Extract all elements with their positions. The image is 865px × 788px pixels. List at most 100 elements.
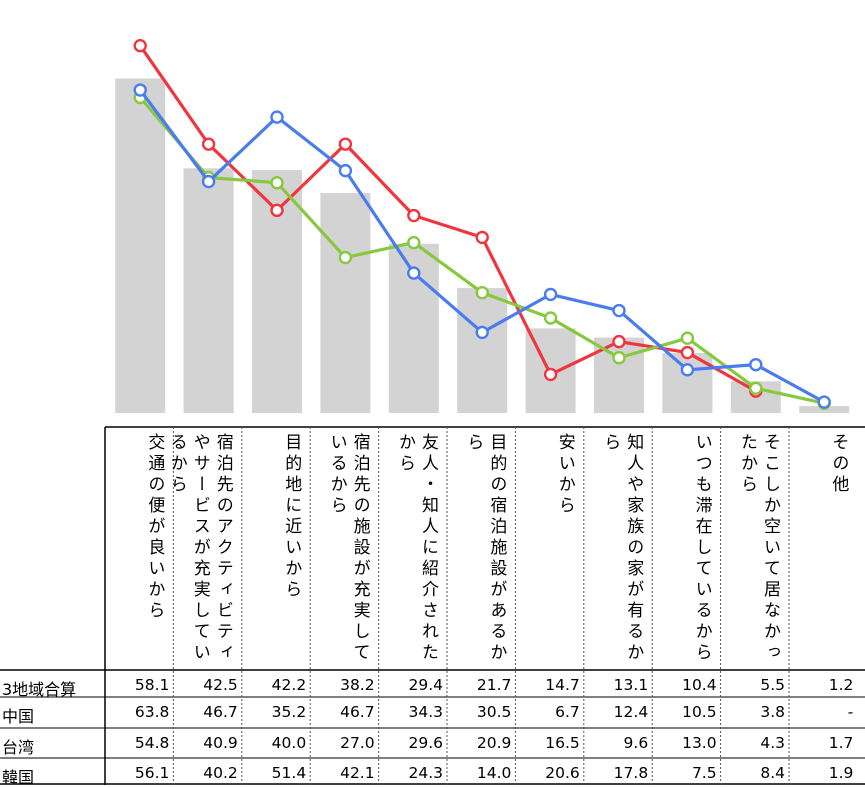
table-cell: 46.7 — [203, 703, 238, 721]
category-label: その他 — [828, 433, 849, 496]
series-1-point-2 — [201, 137, 216, 151]
table-cell: 20.9 — [476, 734, 512, 752]
series-1-point-3 — [270, 203, 284, 218]
bar-4 — [320, 193, 371, 413]
category-label: 交通の便が良いから — [144, 433, 165, 622]
category-cell: 宿泊先のアクティビティやサービスが充実しているから — [167, 427, 241, 670]
table-row-label: 中国 — [2, 707, 35, 726]
series-1-point-8 — [612, 334, 626, 349]
table-cell: 40.0 — [271, 734, 307, 752]
category-label: 目的地に近いから — [281, 433, 302, 601]
series-3-point-11 — [817, 395, 831, 409]
series-1-point-4 — [338, 137, 353, 151]
table-cell: 5.5 — [760, 676, 785, 694]
series-2-point-8 — [612, 351, 626, 365]
table-cell: 56.1 — [134, 764, 170, 782]
series-2-point-6 — [475, 285, 489, 300]
table-cell: 34.3 — [408, 703, 443, 721]
series-3-point-5 — [407, 266, 421, 280]
table-cell: 35.2 — [271, 703, 307, 721]
table-cell: 13.1 — [613, 676, 649, 694]
series-2-point-5 — [407, 235, 421, 250]
category-cell: 目的の宿泊施設があるから — [447, 427, 515, 670]
bar-6 — [457, 288, 508, 413]
table-cell: 14.0 — [476, 764, 512, 782]
series-3-point-1 — [133, 83, 147, 97]
series-2-point-7 — [543, 311, 558, 325]
bar-1 — [115, 78, 166, 413]
table-cell: 1.2 — [828, 676, 854, 694]
table-cell: 10.4 — [682, 676, 717, 694]
table-cell: 46.7 — [340, 703, 375, 721]
table-cell: 40.9 — [203, 734, 238, 752]
category-cell: 知人や家族の家が有るから — [584, 427, 652, 670]
table-cell: 10.5 — [682, 703, 717, 721]
category-label: 友人・知人に紹介されたから — [394, 433, 438, 664]
series-3-point-2 — [201, 174, 216, 189]
series-1-point-9 — [680, 345, 695, 360]
table-cell: 40.2 — [203, 764, 238, 782]
table-cell: 6.7 — [555, 703, 580, 721]
category-cell: 目的地に近いから — [242, 427, 310, 670]
series-1-point-7 — [543, 367, 558, 382]
table-cell: 29.6 — [408, 734, 443, 752]
category-label: 宿泊先のアクティビティやサービスが充実しているから — [166, 433, 233, 664]
category-cell: 安いから — [515, 427, 583, 670]
table-row-label: 3地域合算 — [2, 680, 77, 699]
category-label: 目的の宿泊施設があるから — [463, 433, 507, 664]
series-3-point-8 — [612, 303, 626, 318]
series-3-point-4 — [338, 163, 353, 178]
table-cell: 21.7 — [476, 676, 512, 694]
table-cell: 42.1 — [340, 764, 375, 782]
table-cell: 13.0 — [682, 734, 717, 752]
table-cell: 7.5 — [691, 764, 717, 782]
category-label: 宿泊先の施設が充実しているから — [326, 433, 370, 664]
table-cell: 58.1 — [134, 676, 170, 694]
series-3-point-7 — [543, 287, 558, 302]
category-label: 安いから — [554, 433, 575, 517]
category-label: いつも滞在しているから — [691, 433, 712, 664]
table-cell: 63.8 — [134, 703, 170, 721]
table-cell: 54.8 — [134, 734, 170, 752]
table-cell: 1.7 — [828, 734, 854, 752]
table-cell: 20.6 — [545, 764, 580, 782]
table-cell: 16.5 — [545, 734, 580, 752]
series-2-point-3 — [270, 176, 284, 190]
table-cell: 4.3 — [760, 734, 785, 752]
table-row-label: 韓国 — [2, 768, 35, 787]
table-cell: 30.5 — [476, 703, 512, 721]
series-1-point-5 — [407, 208, 421, 223]
series-3-point-10 — [749, 357, 763, 372]
table-cell: 38.2 — [340, 676, 375, 694]
category-cell: 宿泊先の施設が充実しているから — [310, 427, 378, 670]
table-cell: 17.8 — [613, 764, 649, 782]
table-cell: 9.6 — [623, 734, 649, 752]
series-3-point-6 — [475, 325, 489, 340]
category-cell: いつも滞在しているから — [652, 427, 720, 670]
table-cell: 3.8 — [760, 703, 785, 721]
table-cell: 51.4 — [271, 764, 307, 782]
series-2-point-10 — [749, 381, 763, 395]
table-cell: 42.2 — [271, 676, 307, 694]
series-3-point-3 — [270, 110, 284, 124]
series-2-point-4 — [338, 250, 353, 265]
table-cell: 8.4 — [760, 764, 785, 782]
series-3-point-9 — [680, 363, 695, 377]
category-label: そこしか空いて居なかったから — [736, 433, 780, 664]
category-cell: 交通の便が良いから — [105, 427, 173, 670]
table-cell: - — [847, 703, 854, 721]
table-cell: 12.4 — [613, 703, 649, 721]
series-1-point-6 — [475, 230, 489, 245]
table-row-label: 台湾 — [2, 738, 35, 757]
bar-2 — [183, 168, 234, 413]
series-2-point-9 — [680, 331, 695, 345]
category-cell: その他 — [789, 427, 857, 670]
table-cell: 27.0 — [340, 734, 375, 752]
category-label: 知人や家族の家が有るから — [600, 433, 644, 664]
table-cell: 42.5 — [203, 676, 238, 694]
category-cell: 友人・知人に紹介されたから — [379, 427, 447, 670]
table-cell: 14.7 — [545, 676, 580, 694]
category-cell: そこしか空いて居なかったから — [721, 427, 789, 670]
series-1-point-1 — [133, 38, 147, 53]
